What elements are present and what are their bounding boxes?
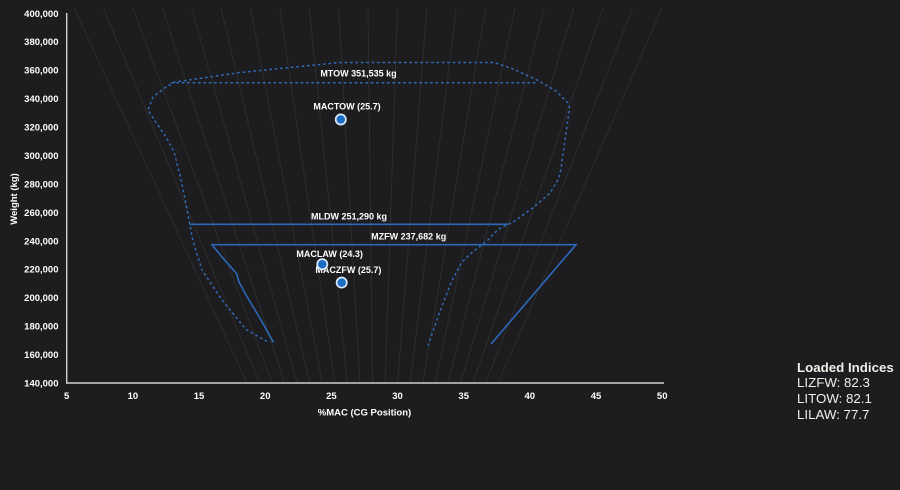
svg-text:MLDW 251,290 kg: MLDW 251,290 kg: [311, 212, 387, 222]
svg-text:45: 45: [591, 391, 602, 402]
svg-text:10: 10: [128, 391, 139, 402]
svg-text:30: 30: [392, 391, 403, 402]
svg-text:320,000: 320,000: [24, 123, 58, 134]
svg-text:180,000: 180,000: [24, 322, 58, 333]
svg-text:MACLAW (24.3): MACLAW (24.3): [296, 249, 363, 259]
svg-text:260,000: 260,000: [24, 208, 58, 219]
svg-text:35: 35: [458, 391, 469, 402]
svg-text:160,000: 160,000: [24, 350, 58, 361]
svg-text:140,000: 140,000: [24, 379, 58, 390]
svg-text:240,000: 240,000: [24, 236, 58, 247]
svg-text:280,000: 280,000: [24, 179, 58, 190]
svg-text:220,000: 220,000: [24, 265, 58, 276]
svg-text:25: 25: [326, 391, 337, 402]
svg-text:400,000: 400,000: [24, 9, 58, 20]
svg-text:5: 5: [64, 391, 70, 402]
svg-text:380,000: 380,000: [24, 37, 58, 48]
svg-text:200,000: 200,000: [24, 293, 58, 304]
svg-text:300,000: 300,000: [24, 151, 58, 162]
svg-text:15: 15: [194, 391, 205, 402]
svg-text:50: 50: [657, 391, 668, 402]
svg-text:Weight (kg): Weight (kg): [9, 173, 20, 225]
svg-text:%MAC (CG Position): %MAC (CG Position): [318, 408, 411, 419]
svg-text:20: 20: [260, 391, 271, 402]
svg-text:360,000: 360,000: [24, 66, 58, 77]
svg-text:MZFW 237,682 kg: MZFW 237,682 kg: [371, 232, 446, 242]
svg-text:340,000: 340,000: [24, 94, 58, 105]
svg-text:MACTOW (25.7): MACTOW (25.7): [313, 102, 380, 112]
svg-text:40: 40: [525, 391, 536, 402]
svg-text:MACZFW (25.7): MACZFW (25.7): [315, 265, 381, 275]
svg-text:MTOW 351,535 kg: MTOW 351,535 kg: [320, 69, 396, 79]
